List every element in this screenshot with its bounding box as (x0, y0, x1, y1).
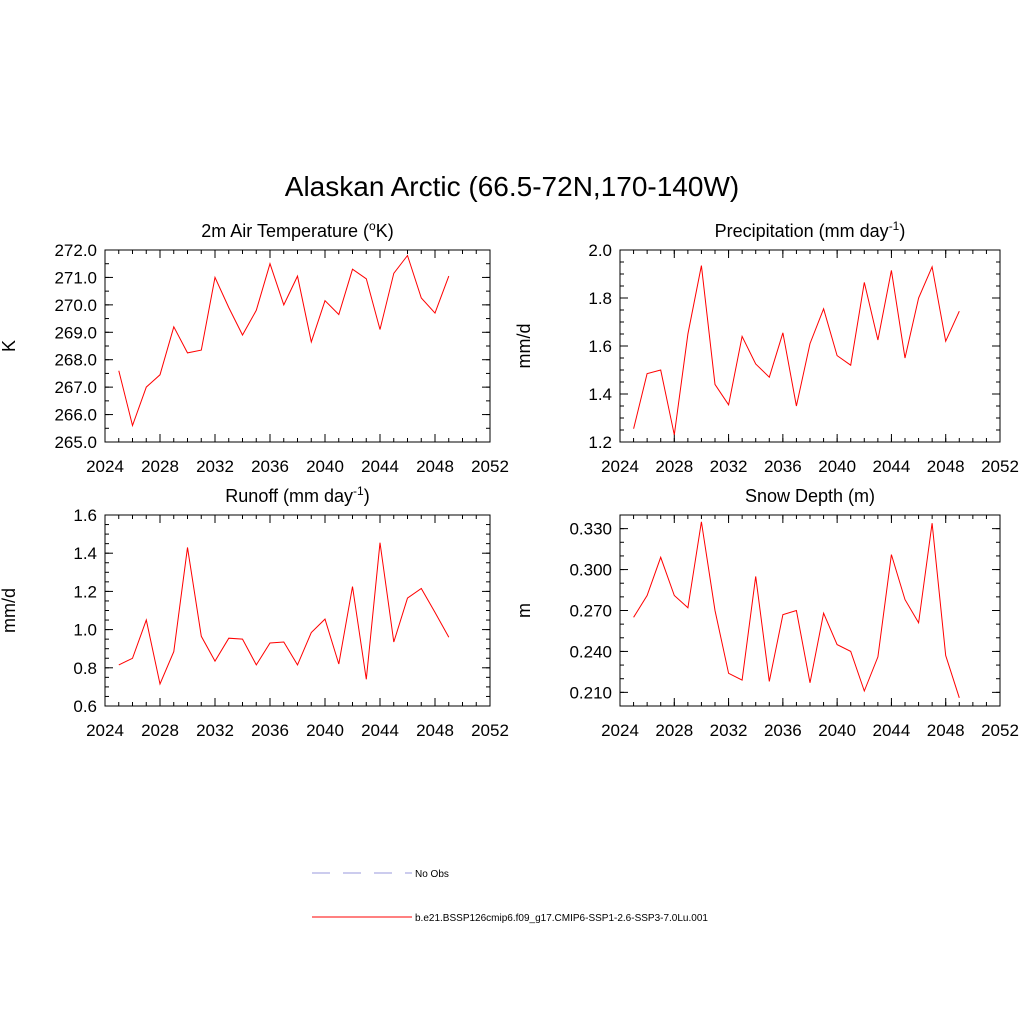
y-tick-label: 1.4 (73, 544, 97, 563)
panel-title: 2m Air Temperature (oK) (201, 219, 393, 241)
panel-title: Precipitation (mm day-1) (715, 219, 906, 241)
y-tick-label: 266.0 (54, 406, 97, 425)
y-tick-label: 269.0 (54, 323, 97, 342)
legend-label: No Obs (415, 869, 449, 880)
x-tick-label: 2052 (981, 721, 1019, 740)
x-tick-label: 2024 (86, 457, 124, 476)
y-tick-label: 1.4 (588, 385, 612, 404)
y-tick-label: 0.8 (73, 659, 97, 678)
legend-label: b.e21.BSSP126cmip6.f09_g17.CMIP6-SSP1-2.… (415, 913, 708, 924)
series-line (118, 254, 450, 428)
y-tick-label: 1.6 (73, 506, 97, 525)
x-tick-label: 2044 (873, 721, 911, 740)
x-tick-label: 2024 (601, 457, 639, 476)
x-tick-label: 2052 (471, 721, 509, 740)
plot-frame (104, 249, 491, 443)
y-tick-label: 265.0 (54, 433, 97, 452)
x-tick-label: 2028 (655, 457, 693, 476)
legend: No Obs b.e21.BSSP126cmip6.f09_g17.CMIP6-S… (312, 869, 708, 924)
x-tick-label: 2036 (764, 457, 802, 476)
x-tick-label: 2032 (196, 457, 234, 476)
x-tick-label: 2044 (361, 457, 399, 476)
y-tick-label: 267.0 (54, 378, 97, 397)
x-tick-label: 2044 (361, 721, 399, 740)
y-tick-label: 1.6 (588, 337, 612, 356)
x-tick-label: 2032 (710, 457, 748, 476)
figure-title: Alaskan Arctic (66.5-72N,170-140W) (285, 171, 739, 202)
x-tick-label: 2044 (873, 457, 911, 476)
x-tick-label: 2052 (981, 457, 1019, 476)
y-tick-label: 1.2 (73, 582, 97, 601)
x-tick-label: 2048 (927, 457, 965, 476)
x-tick-label: 2032 (710, 721, 748, 740)
x-tick-label: 2040 (306, 721, 344, 740)
y-tick-label: 1.0 (73, 621, 97, 640)
panel-title: Runoff (mm day-1) (225, 484, 369, 506)
plot-frame (619, 514, 1001, 707)
chart-panel-2: 2024 2028 2032 2036 2040 2044 2048 2052 1.2 1.4 1.… (514, 219, 1019, 476)
x-tick-label: 2036 (251, 721, 289, 740)
chart-panel-3: 2024 2028 2032 2036 2040 2044 2048 2052 0.6 0.8 1.… (0, 484, 509, 740)
chart-panels: 2024 2028 2032 2036 2040 2044 2048 2052 265.0 266… (0, 219, 1019, 740)
x-tick-label: 2048 (416, 721, 454, 740)
y-tick-label: 271.0 (54, 268, 97, 287)
series-line (633, 521, 960, 698)
x-tick-label: 2048 (416, 457, 454, 476)
y-tick-label: 0.300 (569, 561, 612, 580)
y-tick-label: 0.210 (569, 683, 612, 702)
x-tick-label: 2024 (86, 721, 124, 740)
y-tick-label: 2.0 (588, 241, 612, 260)
x-tick-label: 2024 (601, 721, 639, 740)
y-axis-label: mm/d (0, 588, 19, 633)
chart-panel-1: 2024 2028 2032 2036 2040 2044 2048 2052 265.0 266… (0, 219, 509, 476)
y-axis-label: m (514, 603, 534, 618)
x-tick-label: 2032 (196, 721, 234, 740)
chart-panel-4: 2024 2028 2032 2036 2040 2044 2048 2052 0.210 0.2… (514, 486, 1019, 740)
x-tick-label: 2040 (818, 457, 856, 476)
y-tick-label: 0.330 (569, 520, 612, 539)
legend-item-1: No Obs (312, 869, 449, 880)
y-tick-label: 0.270 (569, 602, 612, 621)
y-tick-label: 1.2 (588, 433, 612, 452)
x-tick-label: 2028 (655, 721, 693, 740)
x-tick-label: 2052 (471, 457, 509, 476)
x-tick-label: 2036 (251, 457, 289, 476)
x-tick-label: 2028 (141, 457, 179, 476)
y-axis-label: mm/d (514, 324, 534, 369)
y-tick-label: 268.0 (54, 351, 97, 370)
x-tick-label: 2040 (306, 457, 344, 476)
y-tick-label: 270.0 (54, 296, 97, 315)
x-tick-label: 2040 (818, 721, 856, 740)
panel-title: Snow Depth (m) (745, 486, 875, 506)
series-line (118, 542, 450, 686)
series-line (633, 265, 960, 435)
x-tick-label: 2036 (764, 721, 802, 740)
y-tick-label: 0.6 (73, 697, 97, 716)
y-axis-label: K (0, 340, 19, 352)
y-tick-label: 1.8 (588, 289, 612, 308)
x-tick-label: 2028 (141, 721, 179, 740)
legend-item-2: b.e21.BSSP126cmip6.f09_g17.CMIP6-SSP1-2.… (312, 913, 708, 924)
y-tick-label: 272.0 (54, 241, 97, 260)
y-tick-label: 0.240 (569, 642, 612, 661)
x-tick-label: 2048 (927, 721, 965, 740)
